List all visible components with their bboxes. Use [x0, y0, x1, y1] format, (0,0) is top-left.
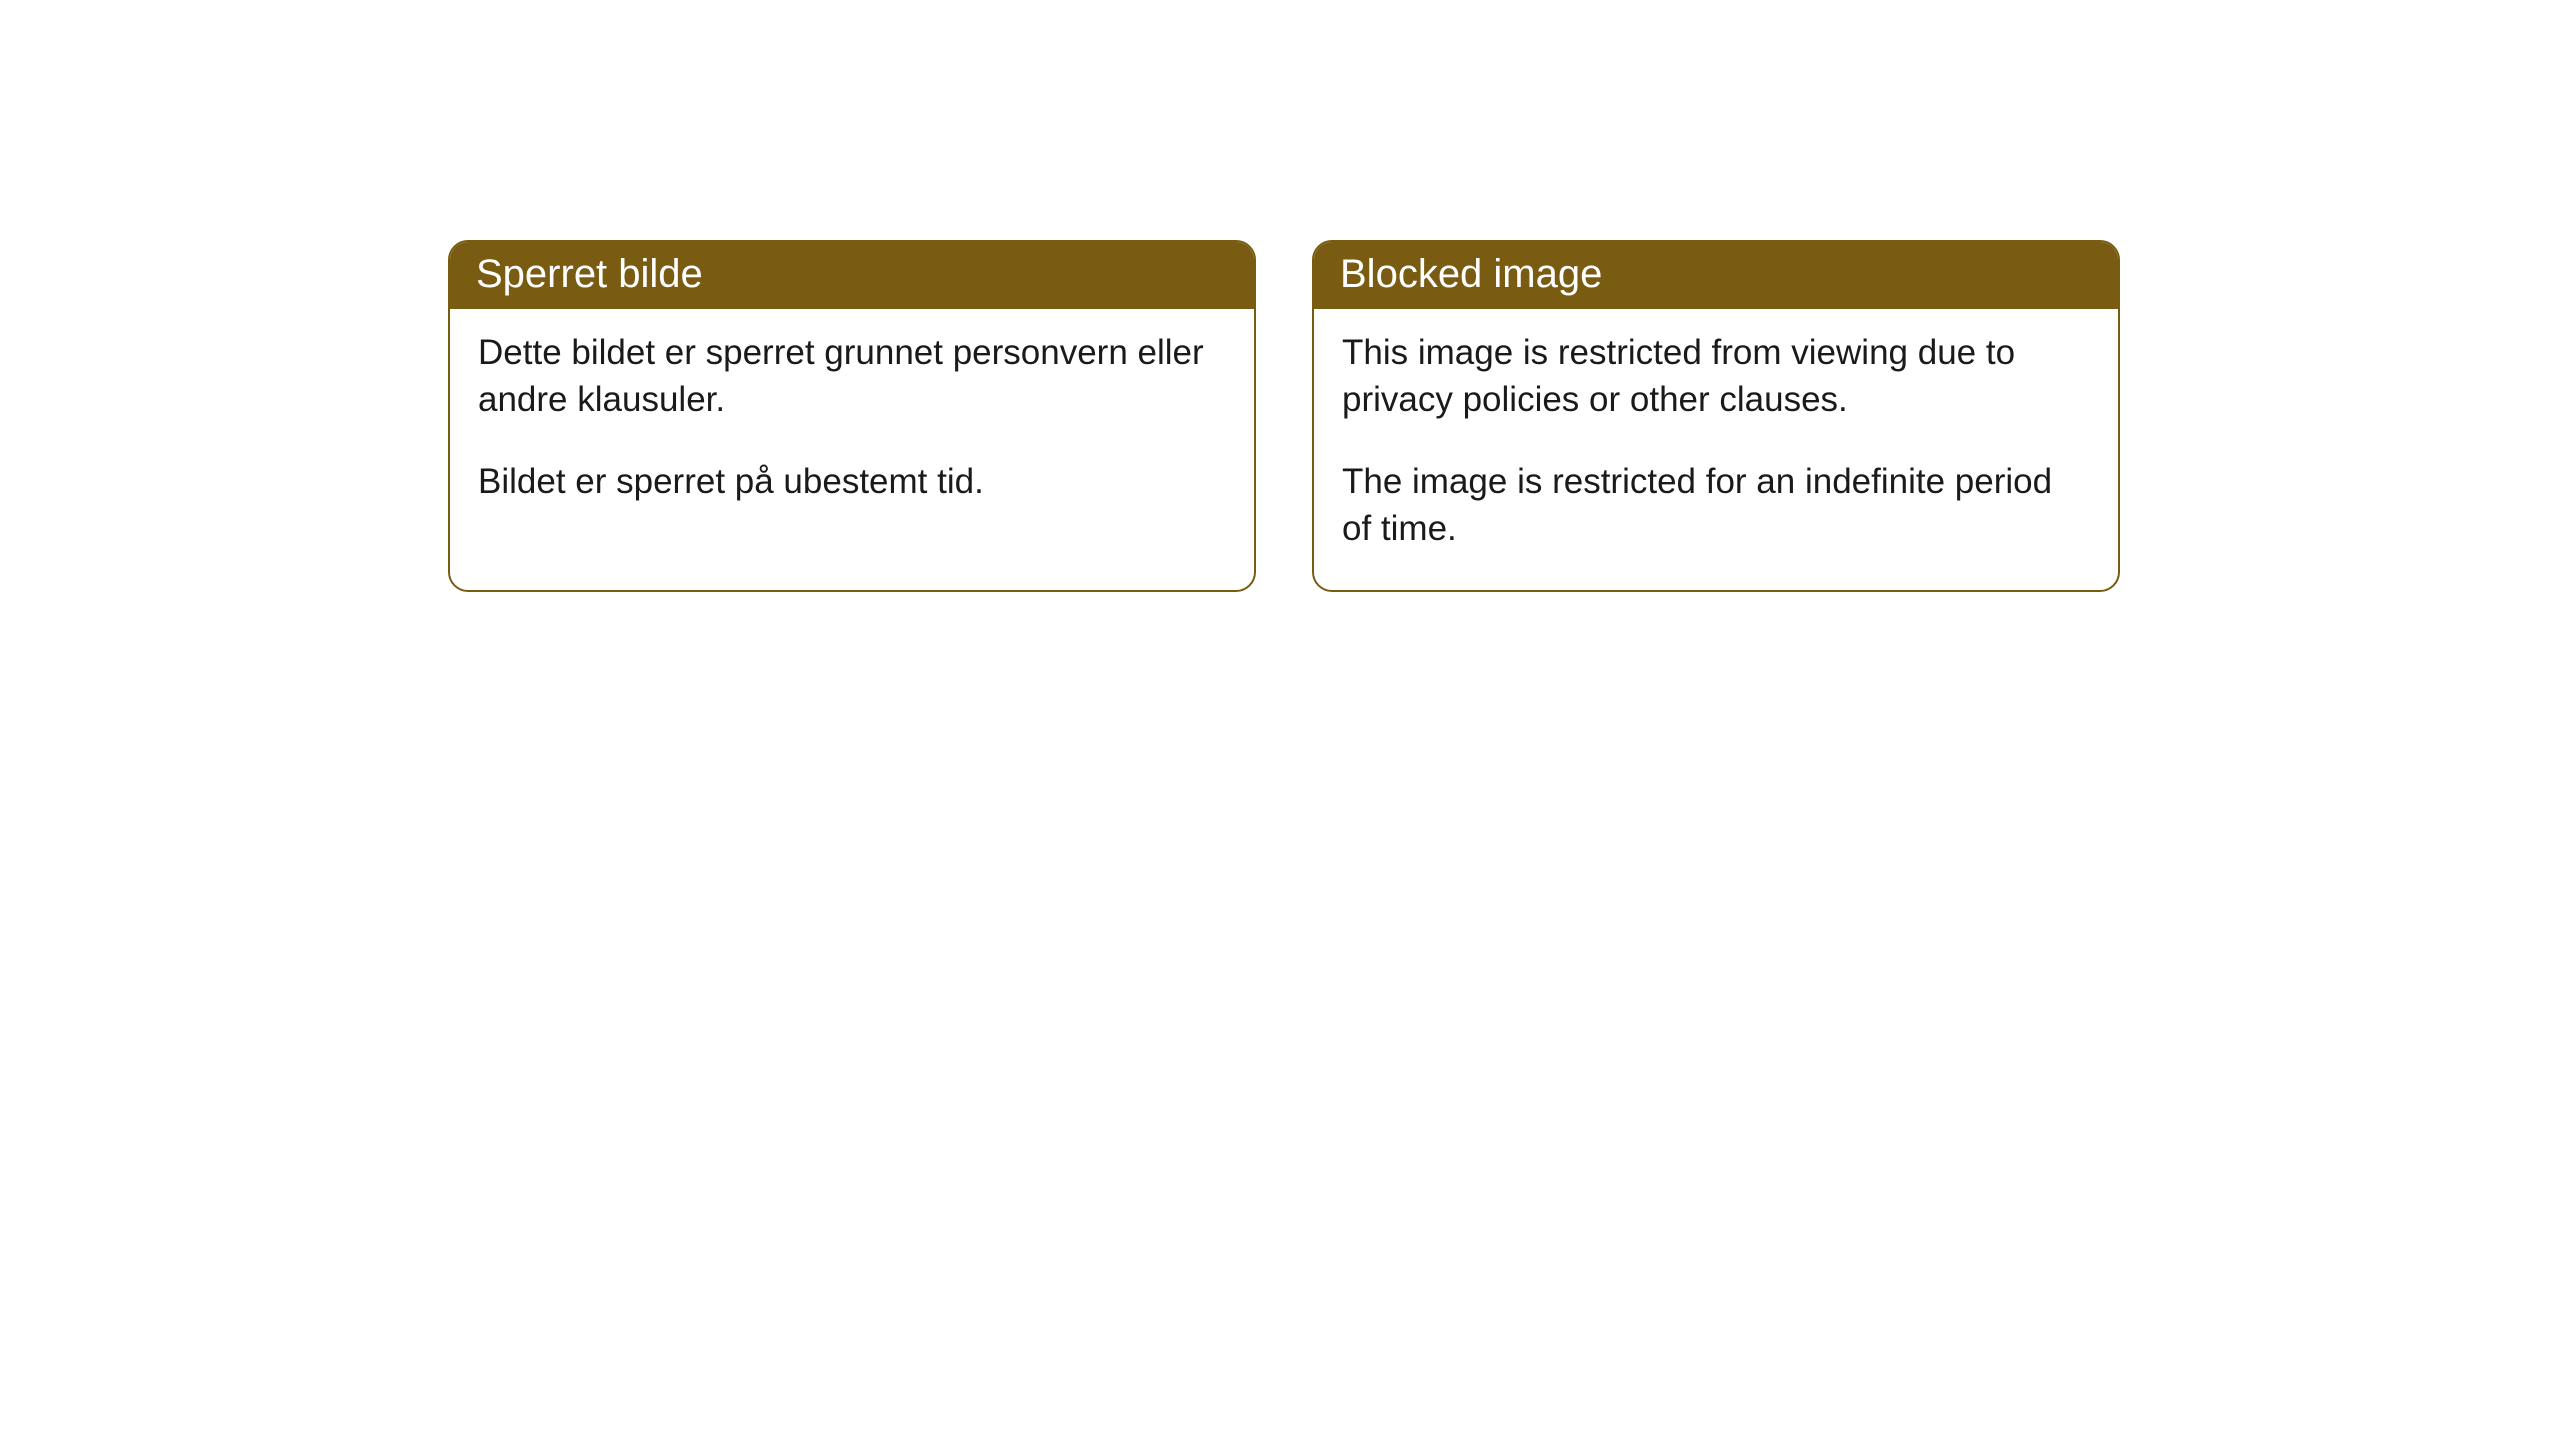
notice-paragraph: Bildet er sperret på ubestemt tid. [478, 458, 1226, 505]
notice-card-english: Blocked image This image is restricted f… [1312, 240, 2120, 592]
card-header: Sperret bilde [450, 242, 1254, 309]
notice-card-norwegian: Sperret bilde Dette bildet er sperret gr… [448, 240, 1256, 592]
notice-paragraph: This image is restricted from viewing du… [1342, 329, 2090, 424]
notice-paragraph: Dette bildet er sperret grunnet personve… [478, 329, 1226, 424]
notice-paragraph: The image is restricted for an indefinit… [1342, 458, 2090, 553]
notice-container: Sperret bilde Dette bildet er sperret gr… [0, 0, 2560, 592]
card-body: This image is restricted from viewing du… [1314, 309, 2118, 590]
card-header: Blocked image [1314, 242, 2118, 309]
card-body: Dette bildet er sperret grunnet personve… [450, 309, 1254, 543]
